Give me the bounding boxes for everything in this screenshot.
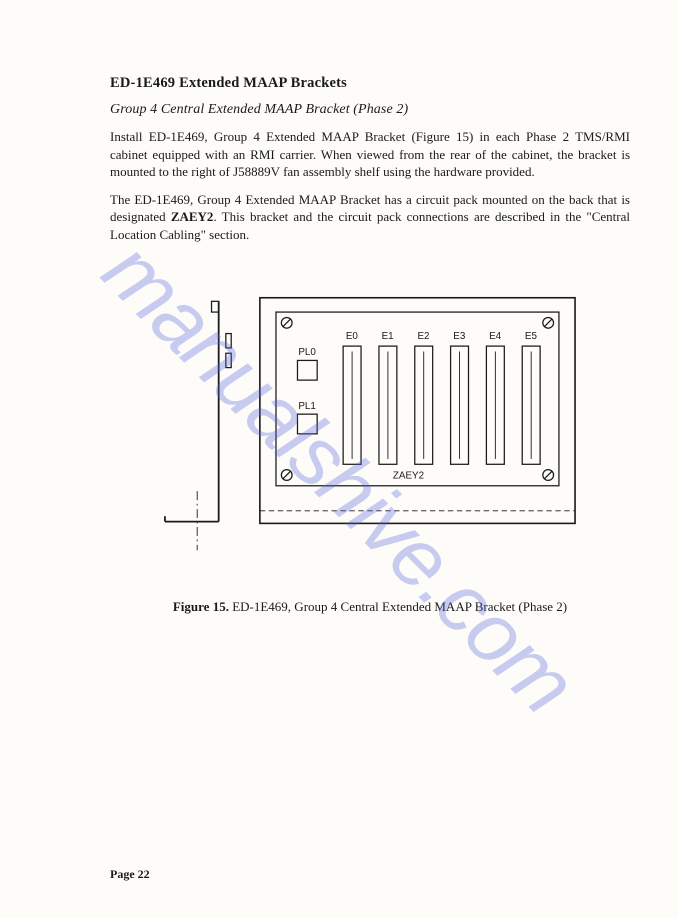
caption-fig-num: Figure 15. — [173, 599, 229, 614]
bracket-diagram: PL0 PL1 E0 E1 E2 E3 E4 E5 ZAEY2 — [156, 273, 584, 575]
subheading: Group 4 Central Extended MAAP Bracket (P… — [110, 102, 630, 118]
svg-text:E0: E0 — [346, 331, 359, 342]
svg-text:E4: E4 — [489, 331, 502, 342]
figure-wrap: PL0 PL1 E0 E1 E2 E3 E4 E5 ZAEY2 — [110, 273, 630, 575]
svg-text:PL0: PL0 — [298, 347, 316, 358]
svg-text:E5: E5 — [525, 331, 538, 342]
svg-text:E3: E3 — [453, 331, 466, 342]
caption-rest: ED-1E469, Group 4 Central Extended MAAP … — [229, 599, 567, 614]
para2-bold: ZAEY2 — [171, 209, 214, 224]
paragraph-2: The ED-1E469, Group 4 Extended MAAP Brac… — [110, 191, 630, 244]
page-number: Page 22 — [110, 867, 150, 882]
heading: ED-1E469 Extended MAAP Brackets — [110, 75, 630, 92]
svg-text:E1: E1 — [382, 331, 394, 342]
figure-caption: Figure 15. ED-1E469, Group 4 Central Ext… — [110, 599, 630, 615]
svg-text:PL1: PL1 — [298, 401, 316, 412]
svg-text:E2: E2 — [417, 331, 429, 342]
paragraph-1: Install ED-1E469, Group 4 Extended MAAP … — [110, 128, 630, 181]
svg-text:ZAEY2: ZAEY2 — [393, 471, 424, 482]
